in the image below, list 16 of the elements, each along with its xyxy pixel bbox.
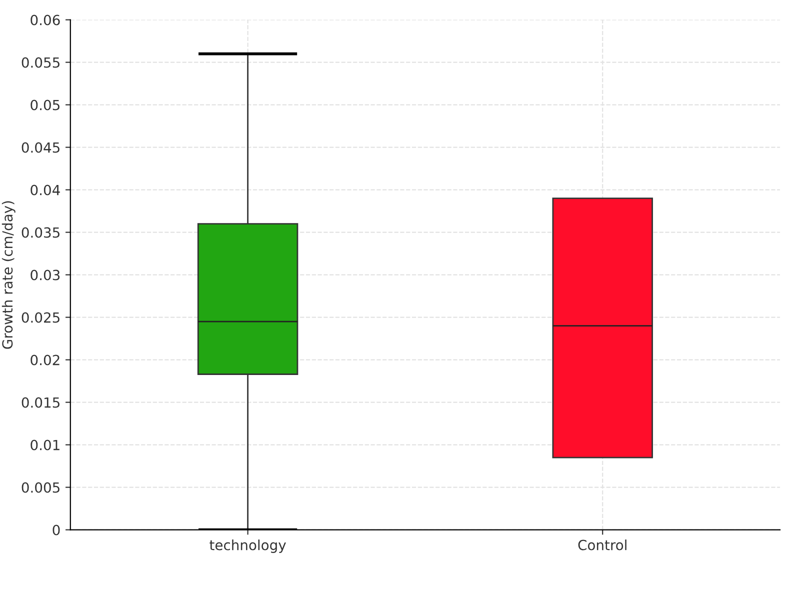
y-axis-title: Growth rate (cm/day) (2, 201, 16, 349)
y-tick-label: 0.055 (22, 57, 60, 68)
y-tick-label: 0.02 (30, 354, 60, 366)
y-tick-label: 0.005 (22, 482, 60, 493)
y-tick-label: 0.045 (22, 142, 60, 153)
y-tick-label: 0.03 (30, 270, 60, 280)
y-tick-label: 0 (52, 524, 60, 536)
y-tick-label: 0.035 (22, 227, 60, 238)
y-tick-label: 0.015 (22, 397, 60, 408)
y-tick-label: 0.025 (22, 312, 60, 323)
x-tick-label: technology (210, 540, 286, 553)
x-tick-label: Control (578, 540, 626, 550)
y-tick-label: 0.05 (30, 100, 60, 110)
y-tick-label: 0.04 (30, 184, 60, 196)
y-tick-label: 0.01 (30, 440, 60, 450)
y-tick-label: 0.06 (30, 14, 60, 26)
